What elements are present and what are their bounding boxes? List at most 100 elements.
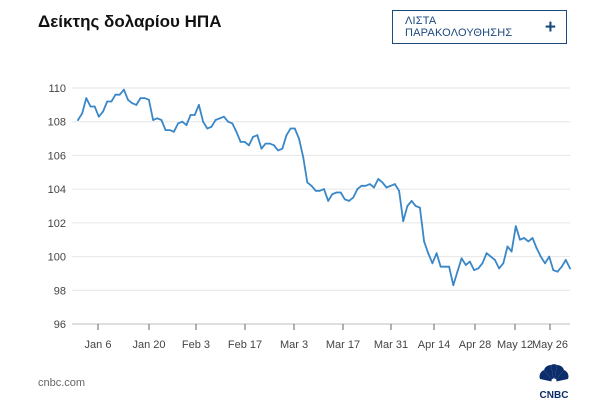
data-point [352,196,355,199]
data-point [214,119,217,121]
data-point [569,267,571,270]
data-point [435,252,438,255]
data-point [323,188,325,191]
data-point [81,112,84,115]
data-point [293,127,296,130]
data-point [419,206,421,209]
data-point [385,186,388,189]
data-point [289,127,292,130]
data-point [448,265,450,268]
data-point [285,134,288,137]
data-point [531,237,534,239]
data-point [85,97,88,99]
data-point [177,122,180,125]
data-point [456,270,459,273]
y-tick-label: 96 [54,319,66,331]
y-tick-label: 98 [54,285,66,297]
data-point [335,191,338,194]
data-point [327,200,330,202]
data-point [510,250,513,253]
data-point [268,142,271,145]
data-point [239,141,242,143]
data-point [402,220,405,223]
y-tick-label: 110 [48,83,66,95]
data-point [414,205,417,207]
data-point [473,269,475,271]
data-point [506,245,509,248]
data-point [377,178,380,180]
x-tick-label: Apr 14 [418,339,450,351]
data-point [406,205,409,207]
x-tick-label: Mar 3 [280,339,308,351]
data-point [348,200,350,202]
data-point [310,184,313,187]
data-point [210,125,213,128]
data-point [535,247,538,250]
data-point [248,144,250,147]
data-point [114,93,117,96]
data-point [548,255,551,258]
data-point [539,255,542,258]
data-point [439,265,442,268]
data-point [431,262,434,265]
data-point [185,124,188,126]
data-point [156,117,159,120]
data-point [164,129,167,132]
data-point [373,186,375,189]
data-point [135,104,138,106]
data-point [427,252,430,255]
data-point [218,117,221,120]
data-point [489,255,492,258]
data-point [343,198,346,201]
data-point [273,144,275,147]
x-tick-label: Mar 31 [374,339,408,351]
y-tick-label: 102 [48,218,66,230]
data-point [106,100,109,103]
data-point [152,119,155,121]
cnbc-peacock-icon: CNBC [539,364,569,401]
y-tick-label: 108 [48,117,66,129]
add-to-watchlist-button[interactable]: ΛΙΣΤΑ ΠΑΡΑΚΟΛΟΥΘΗΣΗΣ + [392,10,567,44]
data-point [223,115,225,118]
y-tick-label: 106 [48,150,66,162]
data-point [110,100,113,103]
data-point [231,122,234,125]
x-tick-label: Feb 3 [182,339,210,351]
data-point [93,105,96,108]
data-point [477,267,480,270]
data-point [398,189,400,192]
data-point [423,240,425,243]
data-point [364,184,367,187]
data-point [381,181,384,184]
x-tick-label: Mar 17 [326,339,360,351]
data-point [410,200,413,202]
data-point [523,237,525,239]
data-point [394,183,396,186]
chart-gridlines [72,87,570,325]
data-point [235,130,238,133]
plus-icon: + [544,16,556,38]
data-point [302,156,305,159]
data-point [360,184,363,187]
data-point [123,88,125,91]
data-point [552,269,555,271]
data-point [202,120,205,123]
data-point [148,98,150,101]
data-point [339,191,342,194]
data-point [181,120,184,123]
data-point [369,183,371,186]
data-point [243,141,246,143]
data-point [143,97,146,99]
x-tick-label: Jan 20 [132,339,165,351]
data-point [514,225,517,228]
data-point [544,262,546,265]
data-point [97,115,100,118]
data-point [314,189,317,192]
data-point [173,130,175,133]
data-point [481,262,484,265]
y-tick-label: 100 [48,252,66,264]
data-point [260,147,263,150]
data-point [77,119,79,121]
data-point [318,189,321,192]
